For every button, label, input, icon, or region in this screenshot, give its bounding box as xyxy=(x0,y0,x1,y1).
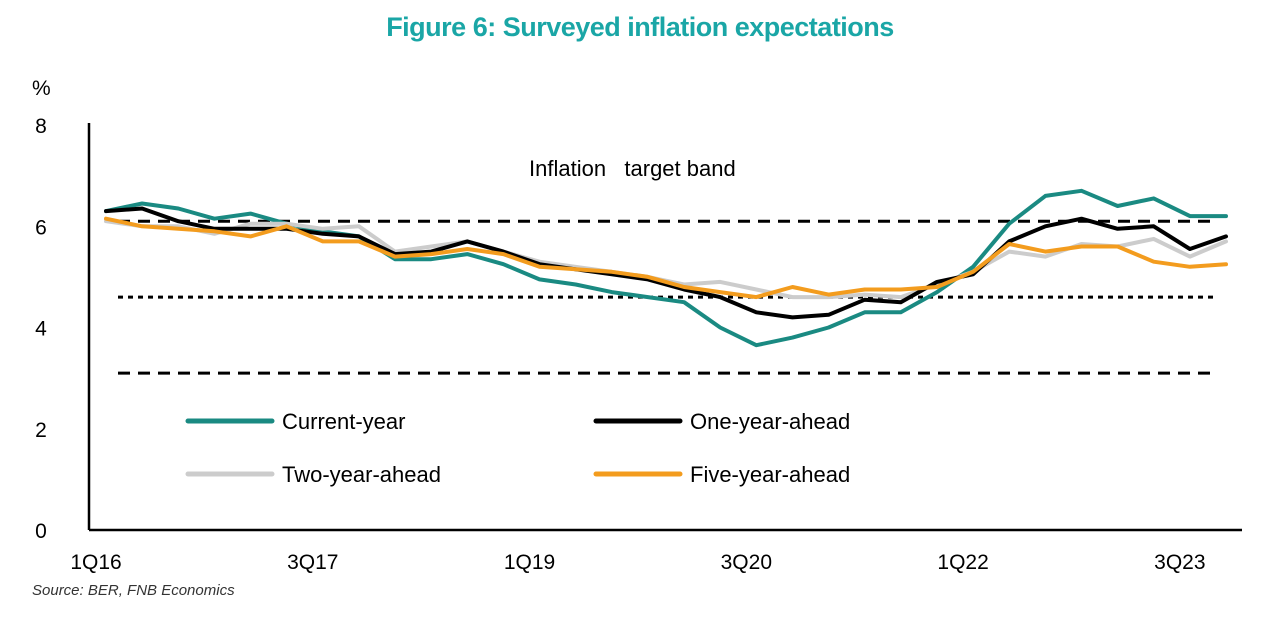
y-tick-label: 6 xyxy=(35,216,47,239)
x-tick-label: 3Q17 xyxy=(287,551,338,574)
source-note: Source: BER, FNB Economics xyxy=(32,582,235,599)
chart-title: Figure 6: Surveyed inflation expectation… xyxy=(386,12,894,42)
x-tick-label: 1Q22 xyxy=(937,551,988,574)
x-tick-label: 3Q20 xyxy=(721,551,772,574)
target-band-lines xyxy=(118,219,1214,375)
legend-label-five-year-ahead: Five-year-ahead xyxy=(690,462,850,487)
y-axis-unit-label: % xyxy=(32,77,51,100)
band-annotation: Inflation target band xyxy=(529,156,736,181)
axes xyxy=(87,123,1242,532)
series-line-five-year-ahead xyxy=(104,216,1228,300)
y-tick-label: 2 xyxy=(35,419,47,442)
series-line-current-year xyxy=(104,188,1228,348)
series-lines xyxy=(104,188,1228,348)
y-tick-label: 4 xyxy=(35,318,47,341)
y-tick-label: 0 xyxy=(35,520,47,543)
x-tick-label: 1Q16 xyxy=(70,551,121,574)
x-tick-label: 1Q19 xyxy=(504,551,555,574)
y-tick-label: 8 xyxy=(35,115,47,138)
legend-label-one-year-ahead: One-year-ahead xyxy=(690,409,850,434)
legend-label-two-year-ahead: Two-year-ahead xyxy=(282,462,441,487)
legend-label-current-year: Current-year xyxy=(282,409,405,434)
legend: Current-year One-year-ahead Two-year-ahead… xyxy=(185,409,850,487)
y-tick-labels: 0 2 4 6 8 xyxy=(35,115,47,543)
x-tick-label: 3Q23 xyxy=(1154,551,1205,574)
x-tick-labels: 1Q16 3Q17 1Q19 3Q20 1Q22 3Q23 xyxy=(70,551,1205,574)
